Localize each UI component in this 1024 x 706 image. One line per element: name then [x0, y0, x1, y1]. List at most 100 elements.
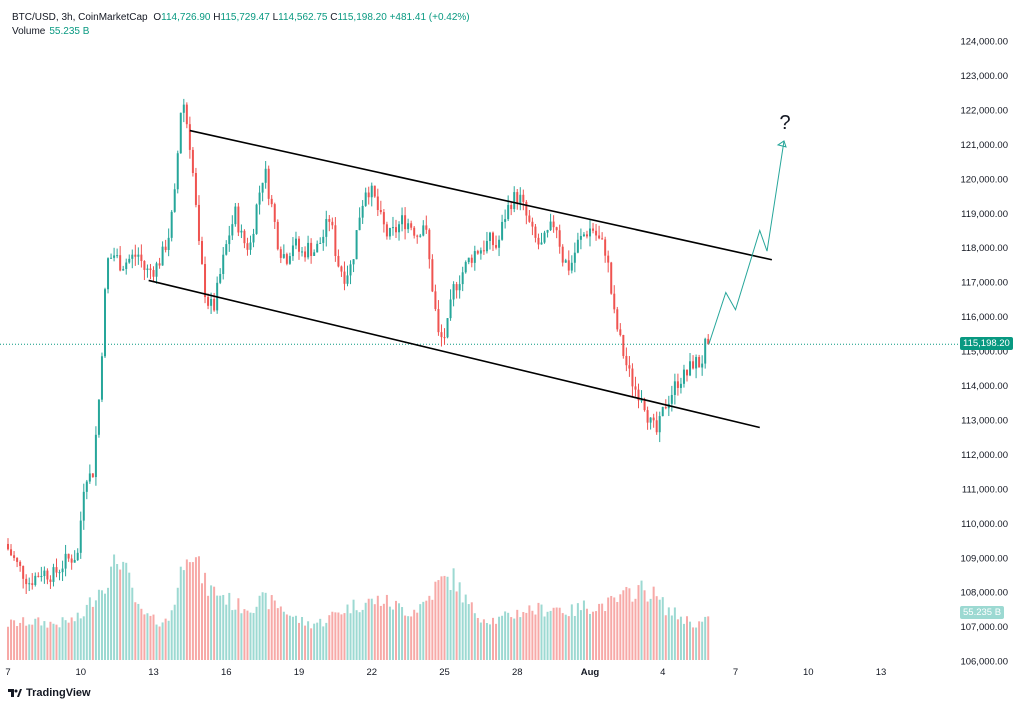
- volume-bar: [495, 623, 498, 660]
- candle-body: [367, 192, 370, 198]
- volume-bar: [185, 559, 188, 660]
- volume-bar: [561, 613, 564, 660]
- volume-bar: [522, 611, 525, 660]
- volume-bar: [97, 589, 100, 660]
- time-axis[interactable]: 7 10 13 16 19 22 25 28 Aug 4 7 10 13: [5, 667, 886, 678]
- volume-bar: [658, 599, 661, 660]
- volume-bar: [388, 606, 391, 660]
- candle-body: [437, 309, 440, 333]
- volume-bar: [567, 616, 570, 660]
- candle-body: [364, 192, 367, 206]
- last-price-badge: 115,198.20: [960, 337, 1013, 351]
- change-value: +481.41 (+0.42%): [389, 12, 470, 23]
- candle-body: [231, 224, 234, 236]
- volume-bar: [634, 598, 637, 660]
- volume-bar: [398, 603, 401, 660]
- volume-bar: [346, 604, 349, 660]
- volume-bar: [125, 562, 128, 660]
- candle-body: [207, 297, 210, 306]
- candle-body: [116, 255, 119, 257]
- high-label: H: [213, 12, 221, 23]
- volume-row: Volume 55.235 B: [12, 25, 470, 39]
- volume-bar: [485, 623, 488, 660]
- volume-bar: [201, 583, 203, 660]
- volume-bar: [616, 601, 619, 660]
- price-axis[interactable]: 124,000.00 123,000.00 122,000.00 121,000.00…: [960, 37, 1008, 668]
- volume-bar: [582, 600, 585, 660]
- channel-lower-line[interactable]: [148, 279, 760, 429]
- volume-bar: [307, 621, 310, 660]
- candle-body: [431, 259, 434, 292]
- volume-bar: [264, 592, 267, 660]
- candle-body: [255, 204, 258, 234]
- volume-bar: [22, 617, 25, 660]
- volume-bar: [285, 614, 288, 660]
- candle-body: [261, 182, 264, 193]
- volume-bar: [10, 619, 13, 660]
- volume-bar: [482, 619, 485, 660]
- volume-bar: [479, 622, 482, 660]
- volume-bar: [61, 617, 64, 660]
- candle-body: [307, 242, 310, 258]
- channel-upper-line[interactable]: [189, 129, 773, 261]
- candle-body: [28, 583, 31, 585]
- symbol-title[interactable]: BTC/USD, 3h, CoinMarketCap: [12, 12, 148, 23]
- candle-body: [322, 236, 325, 243]
- volume-bar: [370, 598, 373, 660]
- candle-body: [604, 239, 607, 256]
- volume-bar: [100, 590, 103, 660]
- volume-bar: [76, 612, 79, 660]
- volume-bar: [25, 625, 28, 660]
- candle-body: [343, 271, 346, 284]
- candle-body: [658, 416, 661, 433]
- volume-bar: [428, 595, 431, 660]
- volume-bar: [340, 614, 343, 660]
- volume-bar: [152, 614, 155, 660]
- candle-body: [91, 473, 94, 478]
- candle-body: [652, 417, 655, 421]
- volume-bar: [395, 600, 397, 660]
- volume-bar: [422, 601, 425, 660]
- volume-bar: [519, 617, 522, 660]
- volume-bar: [149, 615, 152, 660]
- y-tick-label: 121,000.00: [960, 140, 1008, 151]
- y-tick-label: 109,000.00: [960, 553, 1008, 564]
- candle-body: [686, 369, 688, 376]
- candle-body: [622, 335, 625, 356]
- tradingview-brand[interactable]: TradingView: [8, 687, 91, 699]
- volume-bar: [589, 613, 591, 660]
- candle-body: [646, 410, 649, 423]
- projection-path[interactable]: [708, 140, 785, 345]
- volume-bar: [40, 625, 43, 660]
- candle-body: [119, 255, 122, 271]
- volume-bar: [622, 590, 625, 660]
- candle-body: [52, 567, 55, 582]
- volume-bar: [692, 627, 695, 660]
- candle-body: [164, 246, 167, 250]
- candle-body: [182, 104, 185, 113]
- volume-bar: [146, 613, 149, 660]
- x-tick-label: 13: [876, 667, 887, 678]
- volume-bar: [598, 603, 601, 660]
- candle-body: [173, 189, 176, 212]
- candle-body: [210, 299, 213, 306]
- volume-bar: [170, 610, 173, 660]
- volume-bar: [531, 610, 534, 660]
- candle-body: [13, 555, 16, 558]
- brand-name: TradingView: [26, 687, 91, 699]
- candle-body: [125, 262, 128, 270]
- candle-body: [546, 230, 549, 233]
- candle-body: [504, 219, 507, 222]
- x-tick-label: Aug: [581, 667, 600, 678]
- volume-bar: [652, 586, 655, 660]
- candle-body: [682, 369, 685, 384]
- volume-bar: [258, 595, 261, 660]
- candle-body: [582, 234, 585, 236]
- candle-body: [82, 491, 85, 521]
- volume-label[interactable]: Volume: [12, 26, 46, 37]
- candle-body: [628, 365, 631, 369]
- volume-bar: [546, 611, 549, 660]
- volume-bar: [182, 570, 185, 660]
- candle-body: [655, 420, 658, 433]
